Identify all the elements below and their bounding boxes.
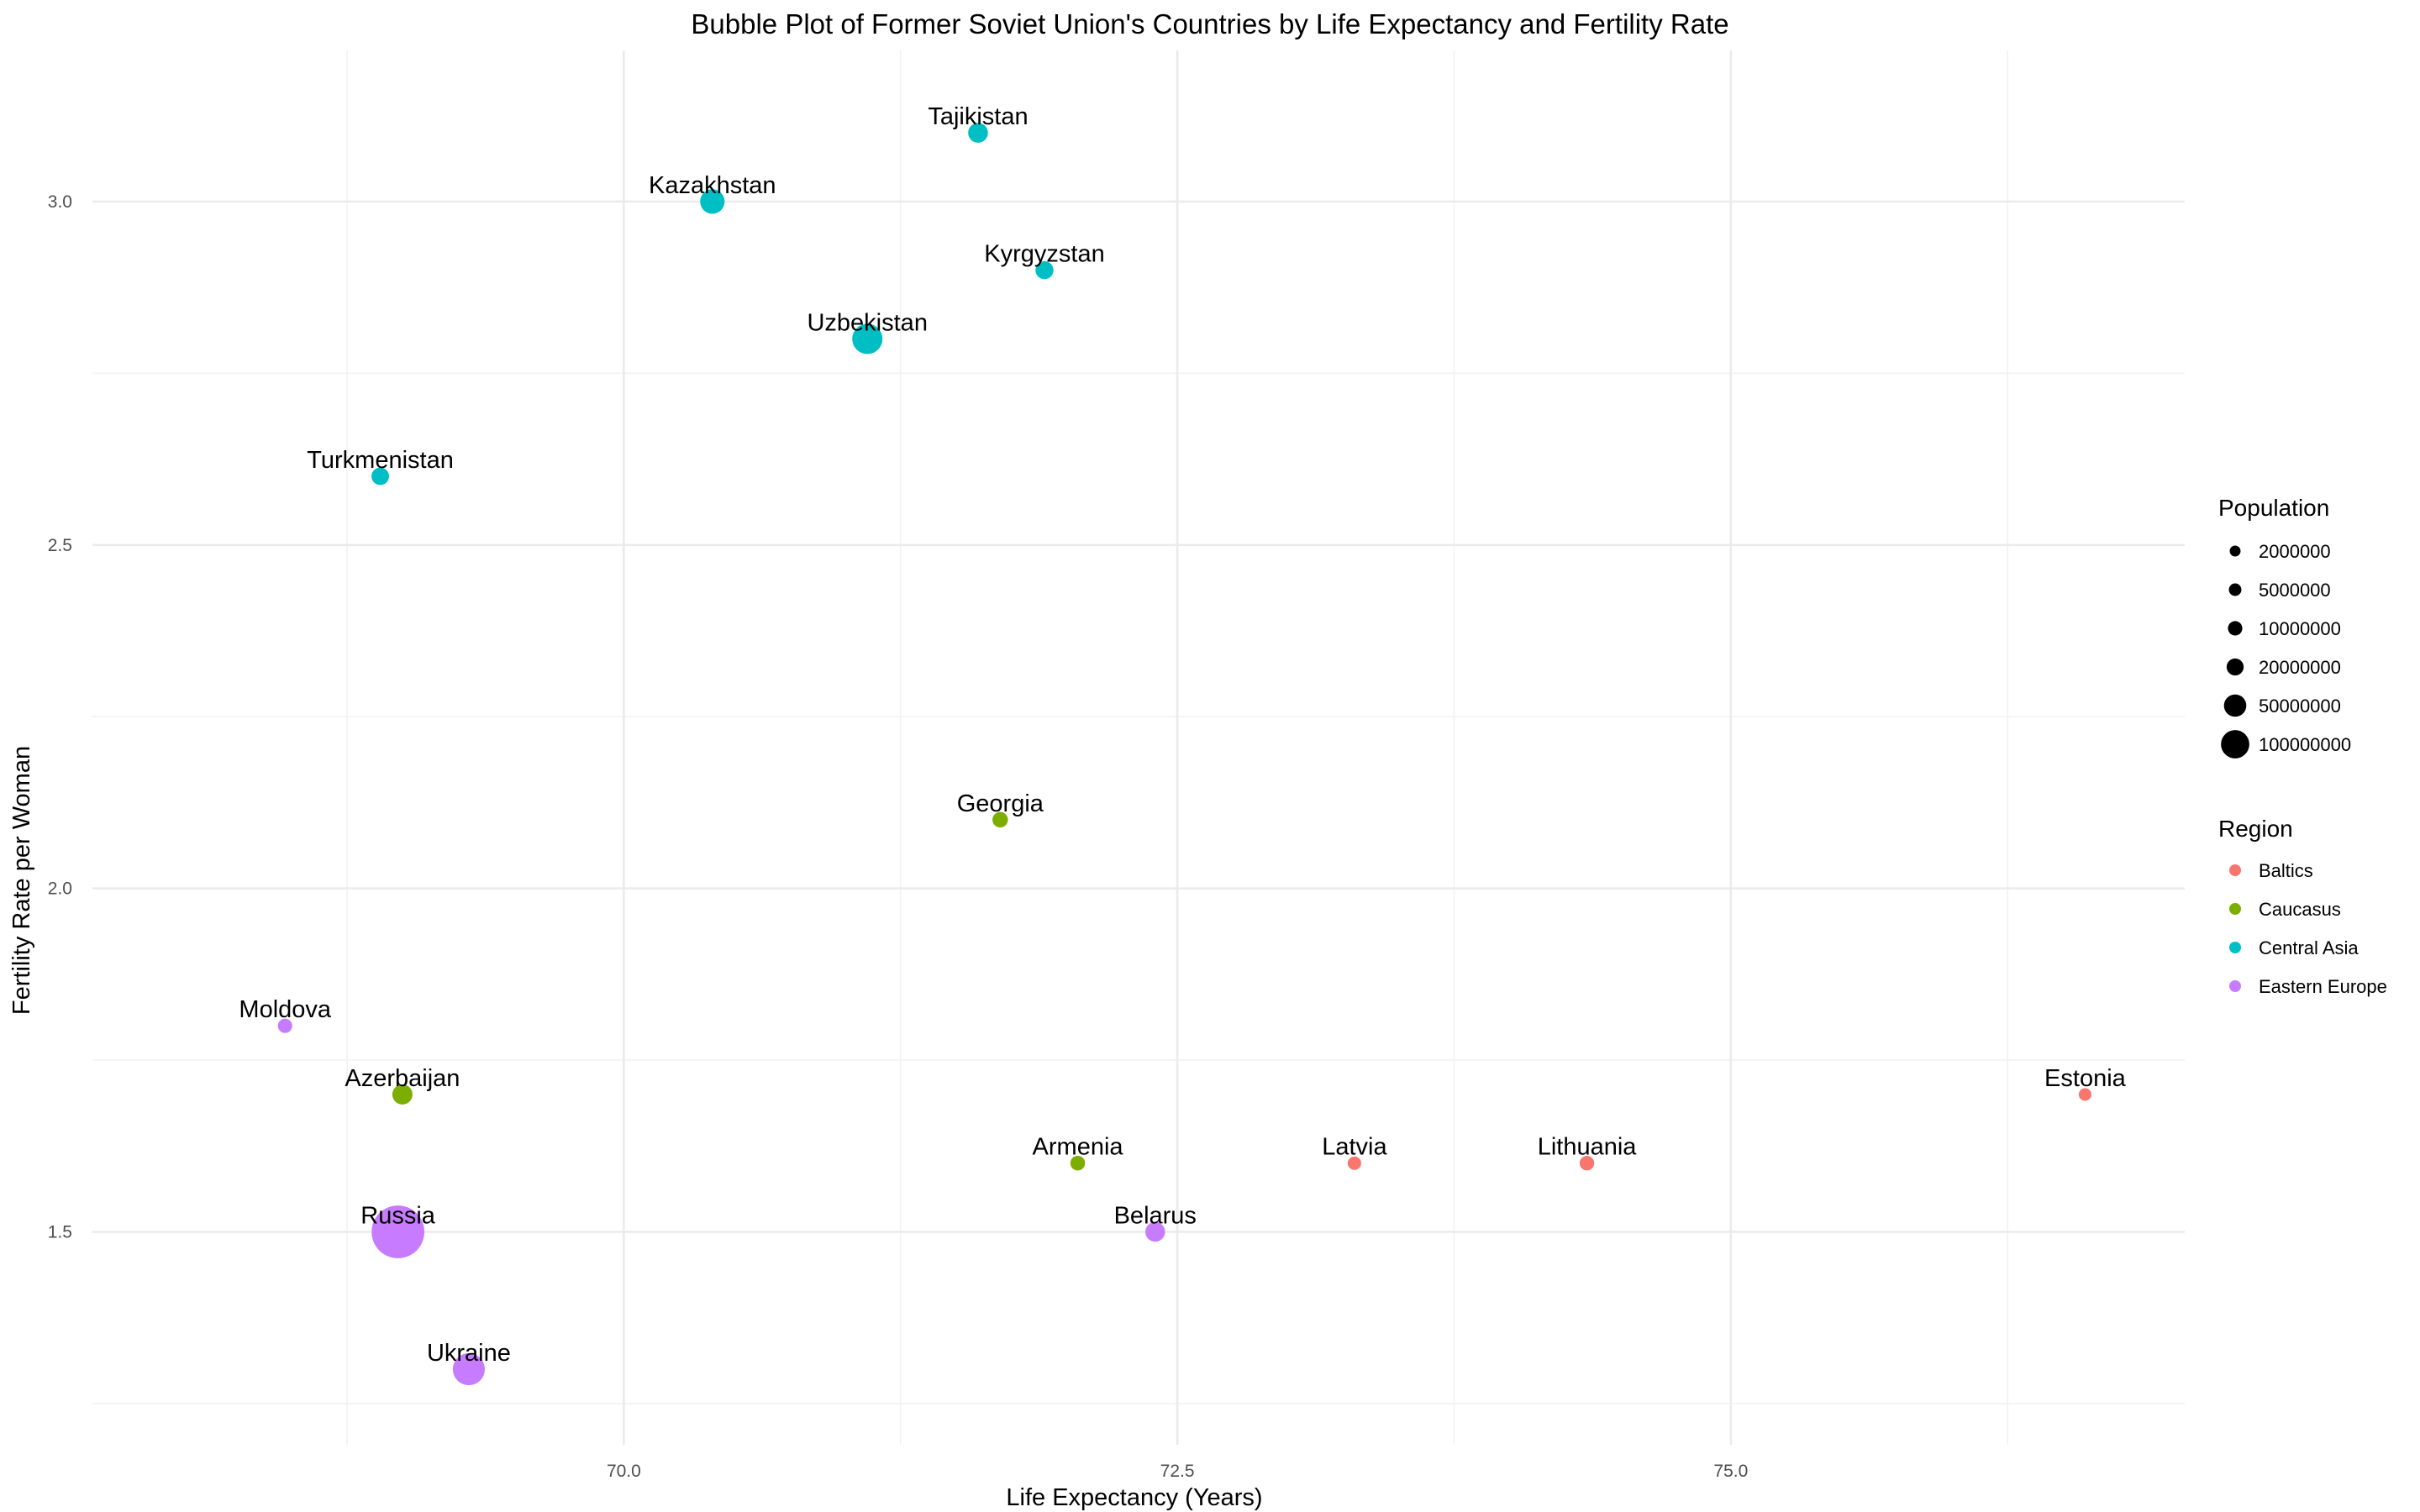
region-legend-title: Region xyxy=(2218,816,2293,842)
y-tick-label: 2.0 xyxy=(48,879,72,899)
x-axis-tick-labels: 70.0 72.5 75.0 xyxy=(607,1462,1748,1481)
population-legend-key xyxy=(2228,583,2242,596)
point-label: Uzbekistan xyxy=(807,309,927,336)
bubble-point xyxy=(852,323,883,354)
minor-gridlines xyxy=(92,50,2185,1445)
point-label: Ukraine xyxy=(427,1340,511,1367)
point-label: Estonia xyxy=(2044,1065,2127,1092)
x-tick-label: 70.0 xyxy=(607,1462,641,1481)
bubble-point xyxy=(1145,1221,1165,1242)
y-tick-label: 3.0 xyxy=(48,192,72,212)
population-legend-label: 2000000 xyxy=(2259,541,2331,562)
major-gridlines xyxy=(92,50,2185,1445)
region-legend-label: Baltics xyxy=(2259,860,2313,881)
population-legend-key xyxy=(2223,694,2247,717)
x-tick-label: 75.0 xyxy=(1713,1462,1748,1481)
y-tick-label: 1.5 xyxy=(48,1223,72,1242)
point-label: Armenia xyxy=(1033,1134,1124,1161)
point-label: Georgia xyxy=(957,790,1044,817)
population-legend-title: Population xyxy=(2218,495,2329,521)
population-legend-label: 100000000 xyxy=(2259,734,2351,755)
y-axis-title: Fertility Rate per Woman xyxy=(8,746,35,1015)
plot-panel: Tajikistan Kazakhstan Kyrgyzstan Uzbekistan… xyxy=(92,50,2185,1445)
population-legend-key xyxy=(2228,621,2243,636)
point-label: Lithuania xyxy=(1538,1134,1638,1161)
y-axis-tick-labels: 1.5 2.0 2.5 3.0 xyxy=(48,192,72,1242)
bubble-point xyxy=(700,189,725,214)
x-axis-title: Life Expectancy (Years) xyxy=(1006,1484,1262,1511)
bubble-point xyxy=(992,811,1008,828)
bubble-point xyxy=(371,1205,425,1258)
point-label: Kazakhstan xyxy=(649,172,776,199)
region-legend-key xyxy=(2229,903,2241,915)
region-legend-key xyxy=(2229,864,2241,876)
point-label: Belarus xyxy=(1114,1203,1197,1230)
point-label: Kyrgyzstan xyxy=(984,241,1104,268)
bubble-point xyxy=(2078,1088,2091,1101)
bubble-point xyxy=(277,1018,292,1033)
population-legend-label: 50000000 xyxy=(2259,696,2341,717)
bubble-point xyxy=(1579,1156,1595,1171)
bubble-point xyxy=(1035,260,1054,280)
point-label: Russia xyxy=(360,1203,436,1230)
region-legend-label: Caucasus xyxy=(2259,899,2341,920)
bubble-point xyxy=(371,467,389,486)
bubble-point xyxy=(968,123,988,143)
region-legend-label: Central Asia xyxy=(2259,937,2359,958)
point-label: Azerbaijan xyxy=(345,1065,460,1092)
population-legend-label: 10000000 xyxy=(2259,618,2341,639)
point-label: Turkmenistan xyxy=(307,447,454,474)
x-tick-label: 72.5 xyxy=(1160,1462,1195,1481)
point-label: Tajikistan xyxy=(928,103,1028,130)
point-labels: Tajikistan Kazakhstan Kyrgyzstan Uzbekistan… xyxy=(239,103,2126,1367)
bubble-point xyxy=(452,1352,486,1386)
bubble-point xyxy=(392,1084,413,1105)
population-legend-key xyxy=(2229,545,2241,557)
point-label: Latvia xyxy=(1322,1134,1387,1161)
region-legend-label: Eastern Europe xyxy=(2259,976,2387,997)
population-legend: Population 20000005000000100000002000000… xyxy=(2218,495,2351,759)
population-legend-key xyxy=(2221,730,2249,759)
region-legend: Region Baltics Caucasus Central Asia Easter… xyxy=(2218,816,2387,997)
y-tick-label: 2.5 xyxy=(48,536,72,555)
region-legend-key xyxy=(2229,942,2241,953)
data-points xyxy=(277,123,2091,1386)
region-legend-key xyxy=(2229,980,2241,992)
point-label: Moldova xyxy=(239,996,331,1023)
bubble-point xyxy=(1347,1156,1361,1170)
bubble-point xyxy=(1070,1155,1086,1171)
population-legend-label: 5000000 xyxy=(2259,580,2331,601)
population-legend-key xyxy=(2226,658,2244,676)
region-legend-keys: Baltics Caucasus Central Asia Eastern Europ… xyxy=(2229,860,2387,997)
population-legend-label: 20000000 xyxy=(2259,657,2341,678)
population-legend-keys: 2000000 5000000 10000000 20000000 50000000 10… xyxy=(2221,541,2351,759)
chart-title: Bubble Plot of Former Soviet Union's Cou… xyxy=(691,8,1728,39)
